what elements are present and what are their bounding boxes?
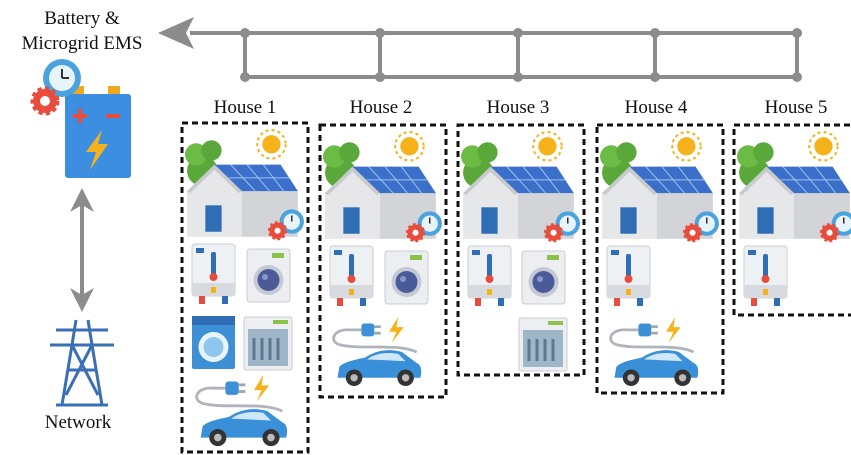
house-label: House 5 (765, 97, 828, 118)
ems-label: Battery & (44, 8, 120, 29)
house-2: House 2 (320, 97, 446, 397)
house-1: House 1 (182, 97, 308, 452)
diagram: Battery & Microgrid EMS Network House 1 … (0, 0, 851, 455)
network-label: Network (45, 412, 112, 433)
house-label: House 4 (625, 97, 688, 118)
battery-icon (33, 59, 131, 178)
house-5: House 5 (734, 97, 851, 315)
ems-label: Microgrid EMS (22, 33, 143, 54)
house-label: House 2 (350, 97, 413, 118)
house-label: House 3 (487, 97, 550, 118)
house-3: House 3 (458, 97, 584, 375)
house-label: House 1 (214, 97, 277, 118)
tower-icon (50, 320, 114, 405)
house-4: House 4 (597, 97, 723, 393)
double-arrow (70, 188, 94, 312)
